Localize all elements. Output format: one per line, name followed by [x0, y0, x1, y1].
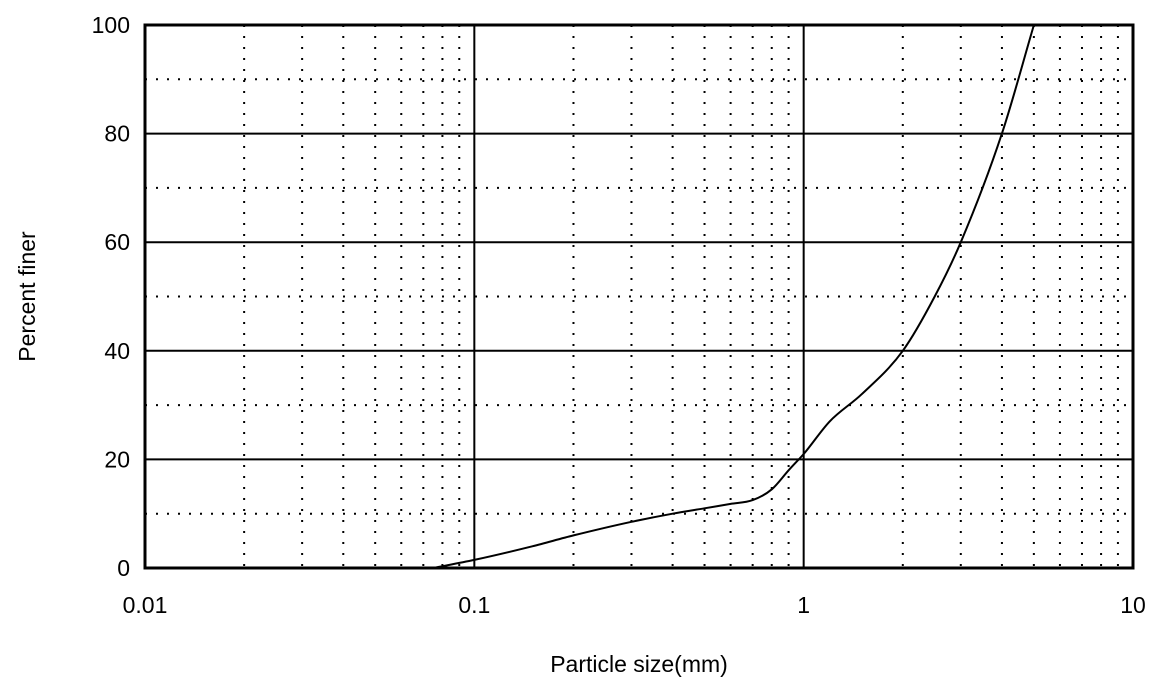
y-tick-label: 60: [104, 229, 130, 255]
y-tick-label: 0: [117, 555, 130, 581]
y-tick-label: 100: [92, 12, 130, 38]
series-line: [433, 24, 1035, 569]
x-axis-tick-labels: 0.01 0.1 1 10: [123, 592, 1146, 618]
y-axis-tick-labels: 0 20 40 60 80 100: [92, 12, 130, 581]
plot-frame: [143, 23, 1135, 570]
minor-grid: [145, 25, 1133, 568]
y-tick-label: 40: [104, 338, 130, 364]
x-axis-label: Particle size(mm): [550, 651, 728, 677]
y-tick-label: 20: [104, 446, 130, 472]
y-axis-label: Percent finer: [14, 231, 40, 362]
x-tick-label: 1: [797, 592, 810, 618]
major-grid: [144, 24, 1134, 569]
x-tick-label: 0.01: [123, 592, 168, 618]
x-tick-label: 10: [1120, 592, 1146, 618]
series-group: [433, 24, 1035, 569]
y-tick-label: 80: [104, 121, 130, 147]
x-tick-label: 0.1: [458, 592, 490, 618]
